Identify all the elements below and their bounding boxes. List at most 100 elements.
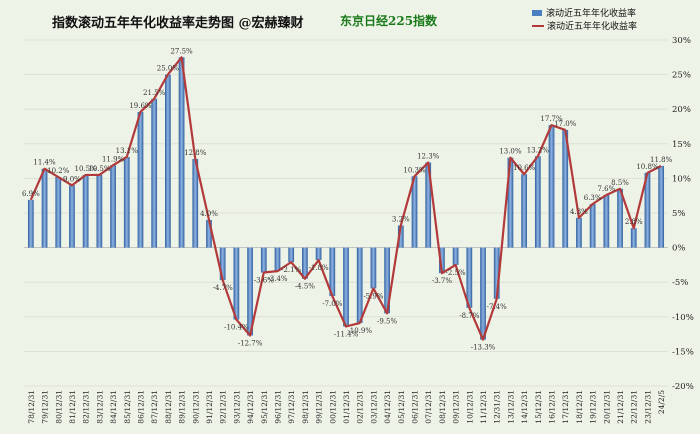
- x-tick-label: 22/12/31: [630, 390, 639, 424]
- data-label: -10.9%: [347, 327, 372, 335]
- x-tick-label: 91/12/31: [205, 390, 214, 424]
- data-label: 10.8%: [636, 163, 659, 171]
- x-tick-label: 06/12/31: [411, 390, 420, 424]
- chart-title: 指数滚动五年年化收益率走势图 @宏赫臻财: [52, 16, 304, 31]
- data-label: 12.8%: [184, 149, 207, 157]
- bar: [41, 168, 48, 248]
- data-label: -7.4%: [487, 303, 507, 311]
- bar: [260, 247, 267, 273]
- legend-line-swatch: [532, 24, 544, 27]
- x-tick-label: 96/12/31: [273, 390, 282, 424]
- bar: [192, 159, 199, 248]
- bar: [480, 247, 486, 340]
- data-label: -4.5%: [295, 283, 315, 291]
- bar: [658, 165, 665, 248]
- legend-line-label: 滚动近五年年化收益率: [547, 22, 638, 32]
- y-tick-label: -10%: [672, 313, 694, 323]
- data-label: 4.0%: [200, 210, 218, 218]
- bar: [164, 74, 171, 248]
- x-tick-label: 98/12/31: [301, 390, 310, 424]
- data-label: 3.2%: [392, 215, 410, 223]
- data-label: 21.5%: [143, 89, 166, 97]
- x-tick-label: 89/12/31: [178, 390, 187, 424]
- bar: [617, 188, 623, 248]
- x-tick-label: 83/12/31: [95, 390, 104, 424]
- x-tick-label: 99/12/31: [315, 390, 324, 424]
- legend-item-line: 滚动近五年年化收益率: [532, 19, 637, 32]
- x-tick-label: 05/12/31: [397, 390, 406, 424]
- data-label: 11.9%: [102, 155, 125, 163]
- legend: 滚动近五年年化收益率 滚动近五年年化收益率: [532, 6, 637, 32]
- x-tick-label: 24/2/5: [657, 390, 666, 414]
- y-tick-label: -15%: [672, 347, 694, 357]
- x-tick-label: 11/12/31: [479, 390, 488, 424]
- x-tick-label: 84/12/31: [109, 390, 118, 424]
- bar: [123, 156, 130, 248]
- y-tick-label: 20%: [672, 105, 691, 115]
- data-label: 8.5%: [611, 179, 629, 187]
- bar: [206, 219, 212, 248]
- bar: [589, 204, 596, 248]
- bar: [439, 247, 445, 274]
- bar: [603, 195, 610, 248]
- data-label: -3.7%: [432, 277, 452, 285]
- y-tick-label: 10%: [672, 174, 691, 184]
- bar: [82, 174, 89, 248]
- x-tick-label: 01/12/31: [342, 390, 351, 424]
- x-tick-label: 10/12/31: [465, 390, 474, 424]
- x-tick-label: 19/12/31: [589, 390, 598, 424]
- data-label: 6.9%: [22, 190, 40, 198]
- data-label: 13.0%: [499, 148, 522, 156]
- data-label: -9.5%: [377, 317, 397, 325]
- data-label: -10.4%: [224, 324, 249, 332]
- data-label: 10.5%: [75, 165, 98, 173]
- y-tick-label: -5%: [672, 278, 688, 288]
- data-label: -4.7%: [213, 284, 233, 292]
- x-tick-label: 21/12/31: [616, 390, 625, 424]
- x-tick-label: 15/12/31: [534, 390, 543, 424]
- data-label: 10.2%: [47, 167, 70, 175]
- bar: [219, 247, 226, 281]
- bar: [137, 111, 144, 248]
- y-tick-label: -20%: [672, 382, 694, 392]
- bar: [466, 247, 473, 308]
- x-tick-label: 88/12/31: [164, 390, 173, 424]
- y-tick-label: 15%: [672, 140, 691, 150]
- bar: [96, 174, 103, 248]
- data-label: 7.6%: [597, 185, 615, 193]
- bar: [397, 225, 404, 248]
- x-tick-label: 08/12/31: [438, 390, 447, 424]
- data-label: -13.3%: [471, 344, 496, 352]
- y-tick-label: 30%: [672, 36, 691, 46]
- data-label: 19.6%: [129, 102, 152, 110]
- x-tick-label: 92/12/31: [219, 390, 228, 424]
- data-label: 25.0%: [157, 65, 180, 73]
- data-label: -3.4%: [267, 275, 287, 283]
- bar: [233, 247, 240, 320]
- x-tick-label: 97/12/31: [287, 390, 296, 424]
- data-label: 9.0%: [63, 175, 81, 183]
- bar: [384, 247, 390, 314]
- data-label: -3.6%: [254, 277, 274, 285]
- x-tick-label: 20/12/31: [602, 390, 611, 424]
- legend-bar-swatch: [532, 9, 542, 16]
- x-tick-label: 12/31/31: [493, 390, 502, 424]
- data-label: 13.1%: [116, 147, 139, 155]
- bar: [151, 98, 158, 248]
- bar: [27, 199, 34, 248]
- data-label: -2.5%: [446, 269, 466, 277]
- data-label: 27.5%: [170, 47, 193, 55]
- x-tick-label: 16/12/31: [548, 390, 557, 424]
- bar: [329, 247, 336, 297]
- chart-subtitle: 东京日经225指数: [340, 14, 438, 28]
- x-tick-label: 82/12/31: [82, 390, 91, 424]
- data-label: 13.2%: [527, 146, 550, 154]
- data-label: 12.3%: [417, 152, 440, 160]
- x-tick-label: 87/12/31: [150, 390, 159, 424]
- bar: [315, 247, 322, 261]
- data-label: 6.3%: [584, 194, 602, 202]
- data-label: 17.7%: [540, 115, 563, 123]
- data-label: -7.0%: [322, 300, 342, 308]
